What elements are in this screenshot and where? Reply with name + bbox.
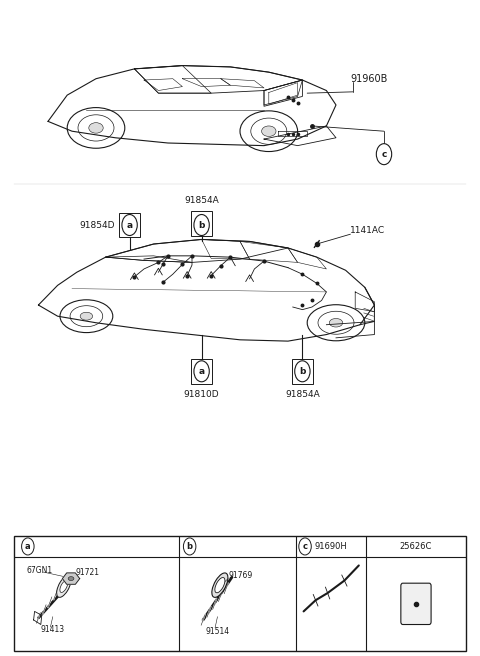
Text: b: b bbox=[299, 367, 306, 376]
FancyBboxPatch shape bbox=[401, 583, 431, 625]
Text: c: c bbox=[381, 150, 387, 159]
Text: 91960B: 91960B bbox=[350, 73, 388, 84]
Bar bbox=[292, 359, 313, 384]
Circle shape bbox=[122, 215, 137, 236]
Bar bbox=[191, 211, 212, 236]
Text: 91854D: 91854D bbox=[80, 220, 115, 230]
Circle shape bbox=[299, 538, 311, 555]
Circle shape bbox=[295, 361, 310, 382]
Ellipse shape bbox=[262, 126, 276, 136]
Text: 91413: 91413 bbox=[41, 625, 65, 634]
Text: 91514: 91514 bbox=[205, 626, 229, 636]
Text: c: c bbox=[302, 542, 308, 551]
Ellipse shape bbox=[68, 577, 74, 581]
Circle shape bbox=[376, 144, 392, 165]
Circle shape bbox=[22, 538, 34, 555]
Ellipse shape bbox=[212, 573, 228, 598]
Text: a: a bbox=[25, 542, 31, 551]
Text: 91854A: 91854A bbox=[285, 390, 320, 400]
Ellipse shape bbox=[60, 581, 68, 592]
Text: 91854A: 91854A bbox=[184, 195, 219, 205]
Bar bbox=[191, 359, 212, 384]
Ellipse shape bbox=[80, 312, 93, 320]
Text: 91690H: 91690H bbox=[315, 542, 348, 551]
Text: 91769: 91769 bbox=[228, 571, 252, 581]
Circle shape bbox=[194, 215, 209, 236]
Text: 91810D: 91810D bbox=[184, 390, 219, 400]
Ellipse shape bbox=[215, 577, 225, 593]
Text: b: b bbox=[187, 542, 192, 551]
Ellipse shape bbox=[329, 318, 343, 327]
Polygon shape bbox=[62, 573, 80, 584]
Text: 91721: 91721 bbox=[76, 567, 100, 577]
Text: 25626C: 25626C bbox=[400, 542, 432, 551]
Text: 1141AC: 1141AC bbox=[350, 226, 385, 236]
Text: a: a bbox=[127, 220, 132, 230]
Text: b: b bbox=[198, 220, 205, 230]
Bar bbox=[14, 536, 466, 651]
Bar bbox=[119, 213, 140, 237]
Ellipse shape bbox=[89, 123, 103, 133]
Ellipse shape bbox=[57, 575, 71, 598]
Circle shape bbox=[183, 538, 196, 555]
Text: 67GN1: 67GN1 bbox=[26, 566, 52, 575]
Text: a: a bbox=[199, 367, 204, 376]
Circle shape bbox=[194, 361, 209, 382]
